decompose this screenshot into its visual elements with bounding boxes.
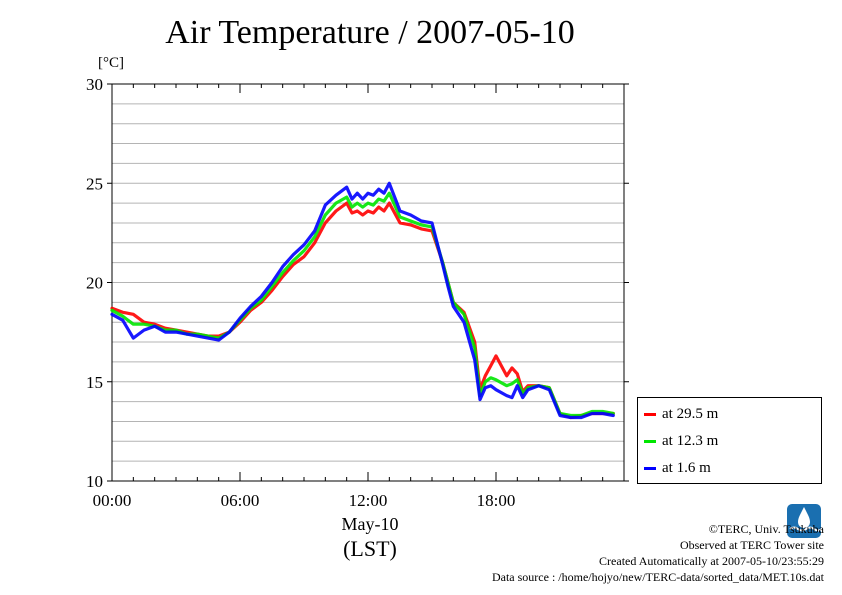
series-line-at-12-3-m <box>110 191 615 418</box>
credit-observed: Observed at TERC Tower site <box>679 538 824 552</box>
series-line-at-1-6-m <box>110 181 615 420</box>
credit-source: Data source : /home/hojyo/new/TERC-data/… <box>491 570 824 584</box>
legend: at 29.5 m at 12.3 m at 1.6 m <box>637 397 822 484</box>
legend-swatch-1-6m <box>644 466 656 470</box>
legend-item-12-3m: at 12.3 m <box>644 431 718 451</box>
legend-item-1-6m: at 1.6 m <box>644 458 711 478</box>
y-tick-label: 20 <box>86 274 103 293</box>
x-tick-label: 06:00 <box>221 491 260 510</box>
chart-title: Air Temperature / 2007-05-10 <box>165 14 575 51</box>
legend-swatch-29-5m <box>644 412 656 416</box>
legend-label-1-6m: at 1.6 m <box>662 459 711 476</box>
legend-item-29-5m: at 29.5 m <box>644 404 718 424</box>
y-tick-label: 30 <box>86 75 103 94</box>
credit-copyright: ©TERC, Univ. Tsukuba <box>708 522 824 536</box>
x-tick-label: 18:00 <box>477 491 516 510</box>
x-tick-label: 00:00 <box>93 491 132 510</box>
y-tick-label: 15 <box>86 373 103 392</box>
credit-created: Created Automatically at 2007-05-10/23:5… <box>599 554 824 568</box>
y-axis-unit-label: [°C] <box>98 55 124 71</box>
x-axis-timezone-label: (LST) <box>343 536 397 561</box>
legend-label-12-3m: at 12.3 m <box>662 432 719 449</box>
terc-logo-icon <box>787 504 822 538</box>
x-tick-label: 12:00 <box>349 491 388 510</box>
x-axis-date-label: May-10 <box>341 514 399 534</box>
y-tick-label: 25 <box>86 174 103 193</box>
credits-block: ©TERC, Univ. Tsukuba Observed at TERC To… <box>492 521 824 585</box>
y-tick-label: 10 <box>86 472 103 491</box>
legend-swatch-12-3m <box>644 439 656 443</box>
legend-label-29-5m: at 29.5 m <box>662 405 719 422</box>
